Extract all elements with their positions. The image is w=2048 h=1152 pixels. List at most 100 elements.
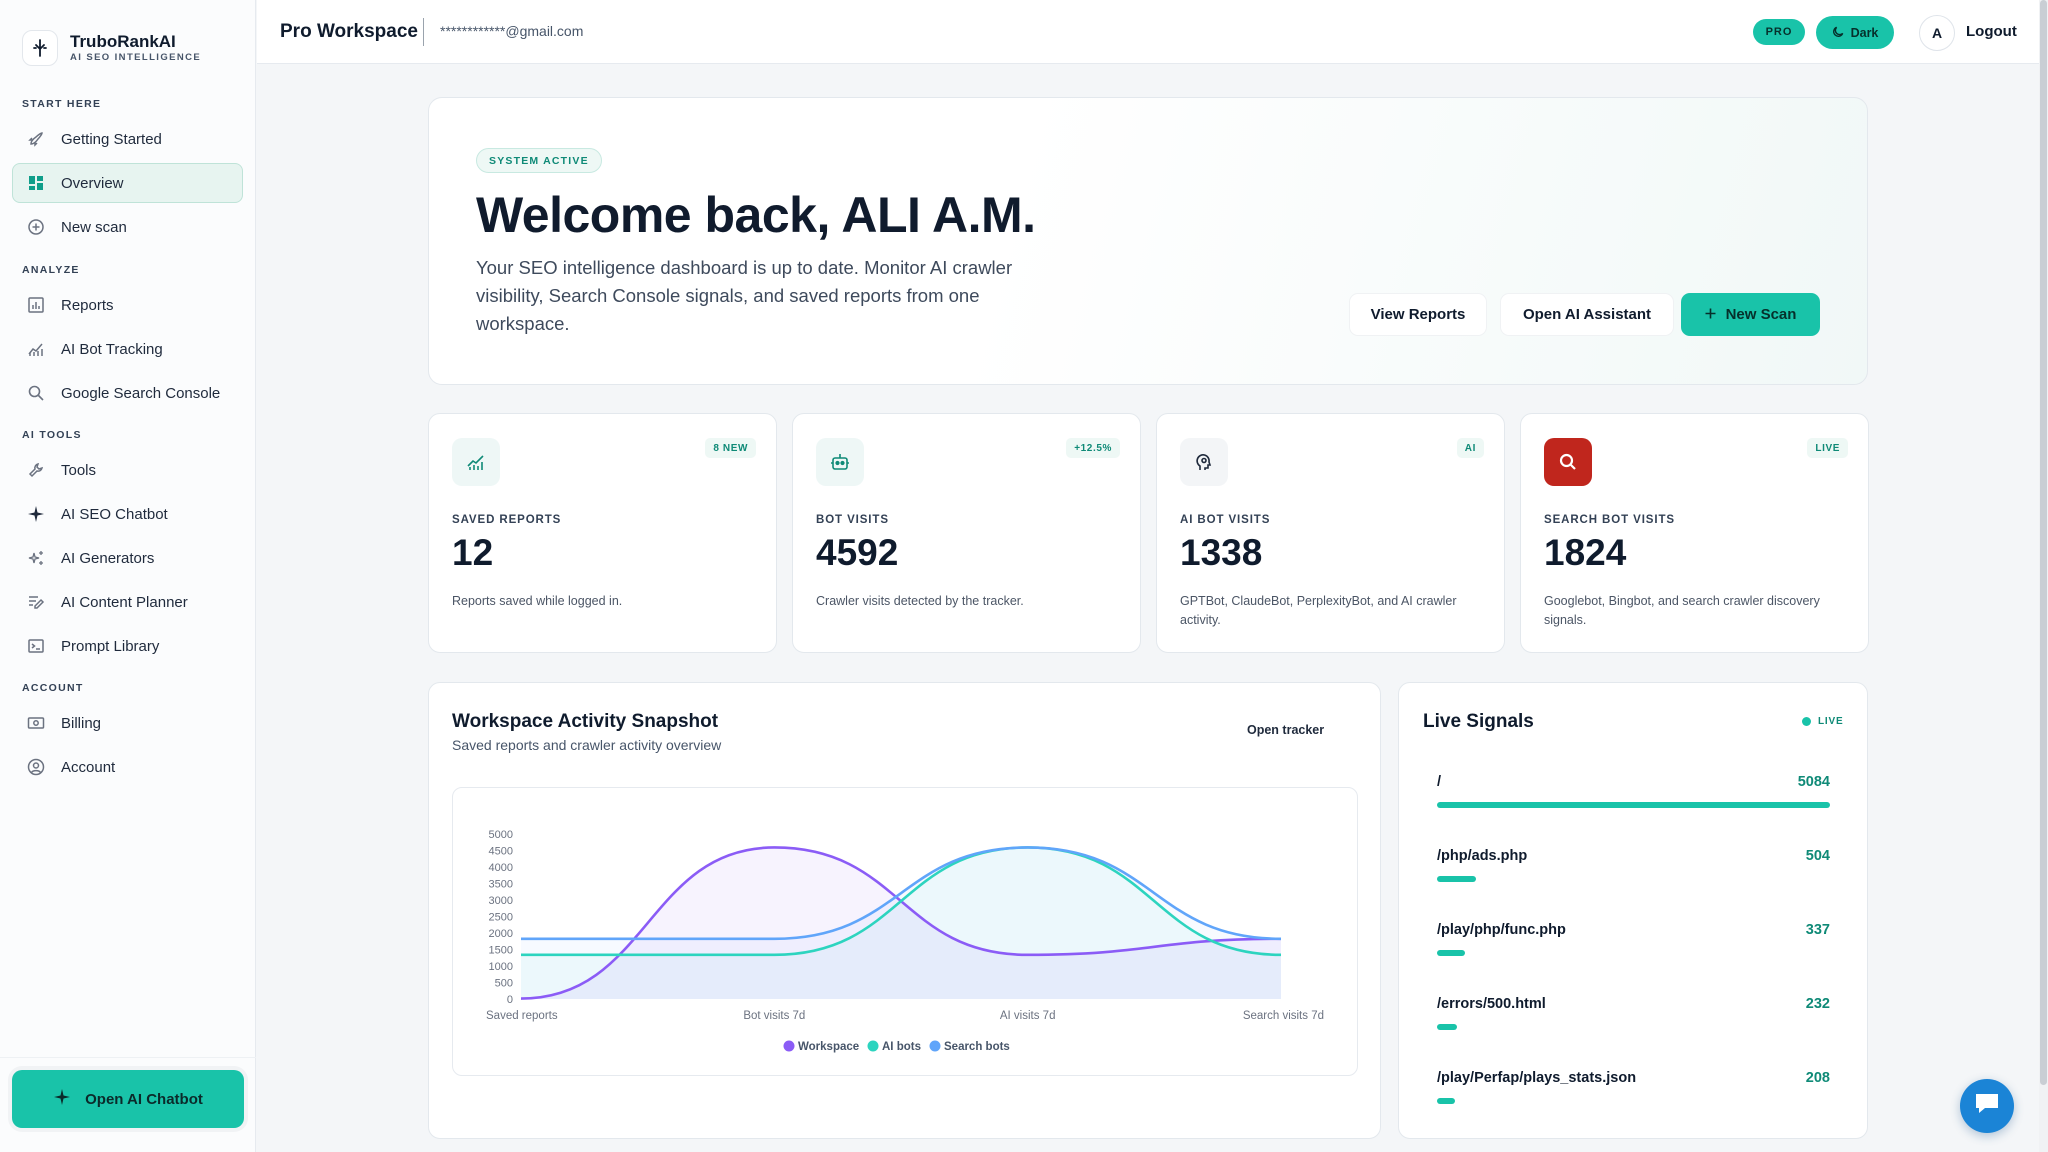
sidebar-item-account[interactable]: Account (12, 747, 243, 787)
signal-path: / (1437, 774, 1442, 790)
stat-value: 1338 (1180, 532, 1263, 573)
live-signals-card: Live Signals LIVE / 5084/php/ads.php 504/p… (1398, 682, 1868, 1139)
sidebar-item-overview[interactable]: Overview (12, 163, 243, 203)
sidebar-item-google-search-console[interactable]: Google Search Console (12, 373, 243, 413)
signal-path: /errors/500.html (1437, 996, 1546, 1012)
sidebar-item-label: Getting Started (61, 130, 162, 148)
user-circle-icon (27, 758, 45, 776)
chat-widget-button[interactable] (1960, 1079, 2014, 1133)
sidebar-item-ai-content-planner[interactable]: AI Content Planner (12, 582, 243, 622)
signal-bar-fill (1437, 802, 1830, 808)
x-tick-label: Bot visits 7d (743, 1010, 805, 1022)
pro-badge: PRO (1753, 19, 1805, 45)
open-tracker-link[interactable]: Open tracker (1247, 723, 1325, 737)
live-dot-icon (1802, 717, 1811, 726)
series-area (521, 847, 1281, 999)
series-line (520, 846, 1282, 1000)
sidebar-item-prompt-library[interactable]: Prompt Library (12, 626, 243, 666)
pen-lines-icon (27, 593, 45, 611)
series-line (521, 846, 1282, 957)
live-signals-title: Live Signals (1423, 711, 1534, 732)
legend-item[interactable]: Workspace (783, 1040, 860, 1054)
stat-value: 1824 (1544, 532, 1627, 573)
legend-label: Search bots (944, 1041, 1010, 1053)
live-indicator: LIVE (1802, 716, 1843, 727)
stat-card-bot-visits[interactable]: +12.5% BOT VISITS 4592 Crawler visits de… (792, 413, 1141, 653)
theme-toggle-button[interactable]: Dark (1816, 16, 1894, 49)
dashboard-icon (27, 174, 45, 192)
brain-icon (1180, 438, 1228, 486)
sidebar-item-tools[interactable]: Tools (12, 450, 243, 490)
sidebar-item-label: New scan (61, 218, 127, 236)
view-reports-button[interactable]: View Reports (1349, 293, 1487, 336)
stat-label: BOT VISITS (816, 514, 889, 526)
y-tick-label: 2000 (489, 928, 513, 940)
legend-label: AI bots (882, 1041, 921, 1053)
section-label-analyze: ANALYZE (22, 264, 80, 276)
signal-bar-track (1437, 1024, 1830, 1030)
stat-chip: AI (1456, 438, 1484, 458)
x-tick-label: Search visits 7d (1243, 1010, 1324, 1022)
page-scrollbar[interactable] (2039, 0, 2048, 1152)
section-label-ai-tools: AI TOOLS (22, 429, 82, 441)
workspace-title: Pro Workspace (280, 21, 418, 42)
search-icon (27, 384, 45, 402)
user-email: ************@gmail.com (440, 23, 584, 39)
sidebar-item-ai-bot-tracking[interactable]: AI Bot Tracking (12, 329, 243, 369)
new-scan-button[interactable]: New Scan (1681, 293, 1820, 336)
stat-card-saved-reports[interactable]: 8 NEW SAVED REPORTS 12 Reports saved whi… (428, 413, 777, 653)
stat-chip: +12.5% (1066, 438, 1120, 458)
sidebar-item-label: Prompt Library (61, 637, 160, 655)
sidebar-item-label: Tools (61, 461, 97, 479)
legend-item[interactable]: AI bots (867, 1040, 921, 1054)
sidebar-item-billing[interactable]: Billing (12, 703, 243, 743)
sidebar-item-getting-started[interactable]: Getting Started (12, 119, 243, 159)
banknote-icon (27, 714, 45, 732)
signal-bar-track (1437, 1098, 1830, 1104)
signal-count: 5084 (1797, 774, 1830, 790)
stat-value: 12 (452, 532, 494, 573)
signal-bar-track (1437, 876, 1830, 882)
activity-subtitle: Saved reports and crawler activity overv… (452, 737, 722, 753)
legend-item[interactable]: Search bots (929, 1040, 1010, 1054)
signal-count: 208 (1805, 1070, 1830, 1086)
series-line (521, 846, 1282, 941)
logout-button[interactable]: Logout (1966, 23, 2017, 40)
sidebar-item-label: AI SEO Chatbot (61, 505, 168, 523)
chat-bubble-icon (1973, 1091, 2001, 1122)
open-ai-assistant-button[interactable]: Open AI Assistant (1500, 293, 1674, 336)
welcome-title: Welcome back, ALI A.M. (476, 187, 1036, 243)
legend-swatch (929, 1040, 941, 1052)
signal-path: /php/ads.php (1437, 848, 1528, 864)
stat-label: SEARCH BOT VISITS (1544, 514, 1675, 526)
stat-label: SAVED REPORTS (452, 514, 562, 526)
sparkles-icon (27, 549, 45, 567)
brand[interactable]: TruboRankAI AI SEO INTELLIGENCE (22, 30, 201, 66)
legend-swatch (783, 1040, 795, 1052)
trend-chart-icon (452, 438, 500, 486)
live-label: LIVE (1818, 716, 1844, 727)
sidebar-item-ai-generators[interactable]: AI Generators (12, 538, 243, 578)
stat-card-search-bot-visits[interactable]: LIVE SEARCH BOT VISITS 1824 Googlebot, B… (1520, 413, 1869, 653)
activity-title: Workspace Activity Snapshot (452, 711, 719, 732)
sidebar-item-reports[interactable]: Reports (12, 285, 243, 325)
sidebar-item-label: Google Search Console (61, 384, 221, 402)
open-ai-chatbot-button[interactable]: Open AI Chatbot (12, 1070, 244, 1128)
stat-card-ai-bot-visits[interactable]: AI AI BOT VISITS 1338 GPTBot, ClaudeBot,… (1156, 413, 1505, 653)
sidebar-item-label: Account (61, 758, 116, 776)
moon-icon (1832, 25, 1845, 41)
stat-label: AI BOT VISITS (1180, 514, 1271, 526)
divider (423, 18, 424, 46)
scrollbar-thumb[interactable] (2040, 0, 2047, 1085)
series-area (521, 847, 1281, 999)
x-tick-label: Saved reports (486, 1010, 558, 1022)
stat-chip: LIVE (1807, 438, 1848, 458)
y-tick-label: 500 (495, 978, 513, 990)
activity-snapshot-card: Workspace Activity Snapshot Saved report… (428, 682, 1381, 1139)
avatar[interactable]: A (1919, 15, 1955, 51)
sidebar-item-ai-seo-chatbot[interactable]: AI SEO Chatbot (12, 494, 243, 534)
sidebar-item-new-scan[interactable]: New scan (12, 207, 243, 247)
welcome-hero: SYSTEM ACTIVE Welcome back, ALI A.M. You… (428, 97, 1868, 385)
signal-bar-fill (1437, 1024, 1457, 1030)
sidebar-item-label: Billing (61, 714, 102, 732)
